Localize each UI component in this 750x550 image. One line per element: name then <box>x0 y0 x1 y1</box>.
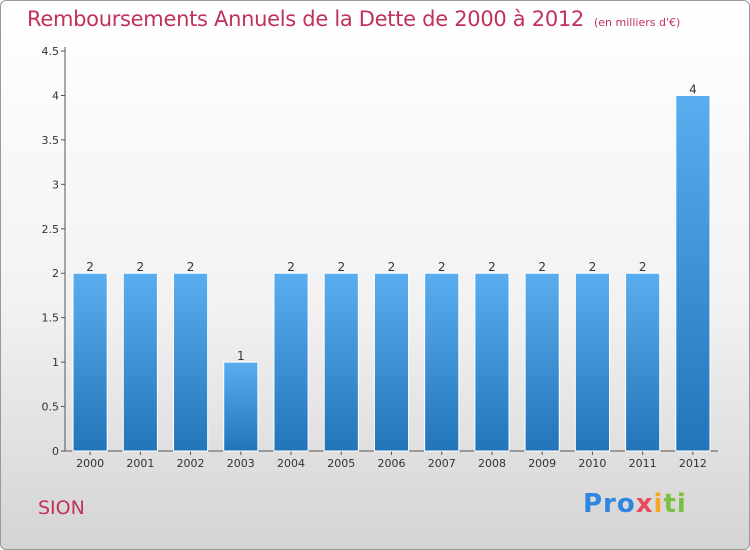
bar <box>373 272 410 452</box>
bar <box>273 272 309 452</box>
data-label: 2 <box>137 260 145 274</box>
chart-subtitle: (en milliers d'€) <box>594 16 681 29</box>
data-label: 2 <box>337 260 345 274</box>
data-label: 2 <box>538 260 546 274</box>
y-tick-label: 3.5 <box>42 134 60 147</box>
bar <box>675 94 711 452</box>
data-label: 2 <box>287 260 295 274</box>
y-tick-label: 2.5 <box>42 223 60 236</box>
data-label: 2 <box>488 260 496 274</box>
y-tick-label: 1 <box>52 356 59 369</box>
data-label: 2 <box>388 260 396 274</box>
bar <box>223 361 259 452</box>
x-tick-label: 2000 <box>76 457 104 470</box>
x-tick-label: 2001 <box>126 457 154 470</box>
commune-name: SION <box>38 497 85 519</box>
y-tick-label: 0.5 <box>42 401 60 414</box>
data-label: 2 <box>589 260 597 274</box>
y-tick-label: 2 <box>52 267 59 280</box>
bar <box>474 272 510 452</box>
bar <box>524 272 560 452</box>
bar <box>72 272 108 452</box>
chart-title: Remboursements Annuels de la Dette de 20… <box>27 7 680 31</box>
x-tick-label: 2012 <box>679 457 707 470</box>
x-tick-label: 2005 <box>327 457 355 470</box>
data-label: 1 <box>237 349 245 363</box>
bar <box>625 272 661 452</box>
bar <box>424 272 460 452</box>
y-tick-label: 0 <box>52 445 59 458</box>
x-tick-label: 2009 <box>528 457 556 470</box>
y-tick-label: 4 <box>52 89 59 102</box>
bar <box>172 272 209 452</box>
bar <box>574 272 611 452</box>
y-tick-label: 1.5 <box>42 312 60 325</box>
data-label: 2 <box>639 260 647 274</box>
bar <box>122 272 158 452</box>
data-label: 2 <box>86 260 94 274</box>
x-tick-label: 2011 <box>629 457 657 470</box>
x-tick-label: 2003 <box>227 457 255 470</box>
x-tick-label: 2002 <box>177 457 205 470</box>
proxiti-logo: Proxiti <box>583 489 687 519</box>
bar <box>323 272 359 452</box>
y-tick-label: 4.5 <box>42 45 60 58</box>
chart-title-text: Remboursements Annuels de la Dette de 20… <box>27 7 584 31</box>
data-label: 4 <box>689 82 697 96</box>
y-tick-label: 3 <box>52 178 59 191</box>
data-label: 2 <box>438 260 446 274</box>
x-tick-label: 2010 <box>578 457 606 470</box>
x-tick-label: 2006 <box>378 457 406 470</box>
x-tick-label: 2008 <box>478 457 506 470</box>
data-label: 2 <box>187 260 195 274</box>
x-tick-label: 2004 <box>277 457 305 470</box>
x-tick-label: 2007 <box>428 457 456 470</box>
